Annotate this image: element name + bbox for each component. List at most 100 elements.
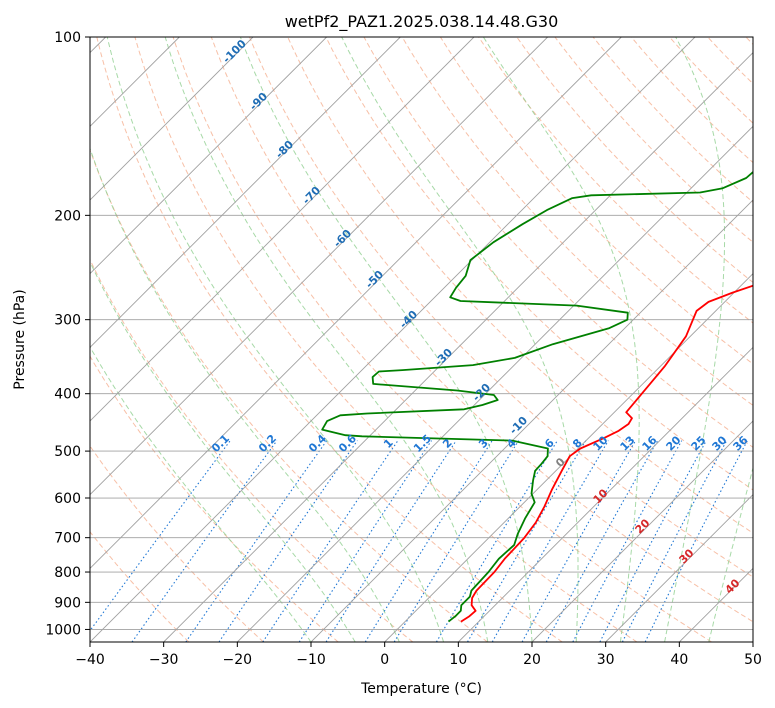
y-tick-label: 200: [54, 208, 81, 224]
isotherm-line: [90, 37, 401, 348]
dry-adiabat-line: [249, 37, 753, 578]
moist-adiabat-line: [708, 466, 753, 642]
mixing-ratio-line: [298, 440, 432, 642]
dry-adiabat-line: [478, 37, 753, 324]
dry-adiabat-label: -10: [507, 414, 530, 437]
mixing-ratio-line: [435, 440, 558, 642]
isotherm-line: [752, 641, 753, 642]
mixing-ratio-label: 16: [640, 433, 660, 453]
isotherm-line: [679, 567, 753, 642]
moist-adiabat-label: 10: [591, 486, 611, 506]
mixing-ratio-label: 3: [476, 436, 491, 451]
isotherm-line: [90, 37, 327, 275]
y-tick-label: 400: [54, 387, 81, 403]
dry-adiabat-label: -80: [273, 138, 296, 161]
moist-adiabat-line: [90, 260, 356, 642]
x-tick-label: 10: [449, 652, 467, 668]
mixing-ratio-label: 20: [664, 433, 684, 453]
mixing-ratio-label: 0.1: [209, 432, 232, 455]
y-tick-label: 800: [54, 565, 81, 581]
dry-adiabat-label: -40: [397, 308, 420, 331]
dry-adiabat-line: [287, 37, 753, 534]
isotherms: [90, 37, 753, 642]
mixing-ratio-line: [90, 440, 231, 632]
mixing-ratio-label: 1: [381, 436, 396, 451]
x-tick-label: 40: [670, 652, 688, 668]
dry-adiabat-line: [96, 37, 563, 642]
isotherm-line: [90, 37, 622, 569]
dry-adiabats: [90, 37, 753, 642]
dry-adiabat-line: [90, 445, 264, 642]
moist-adiabat-line: [664, 37, 726, 642]
x-tick-label: 30: [597, 652, 615, 668]
isotherm-line: [163, 52, 753, 642]
moist-adiabat-label: 30: [677, 546, 697, 566]
dry-adiabat-line: [134, 37, 638, 642]
profile-series: [321, 170, 753, 623]
mixing-ratio-line: [262, 440, 399, 642]
mixing-ratio-line: [325, 440, 457, 642]
x-tick-label: −20: [223, 652, 253, 668]
mixing-ratio-line: [185, 440, 328, 642]
y-tick-label: 700: [54, 531, 81, 547]
chart-title: wetPf2_PAZ1.2025.038.14.48.G30: [285, 12, 559, 32]
y-tick-label: 900: [54, 595, 81, 611]
dewpoint-profile: [321, 170, 753, 623]
dry-adiabat-line: [745, 37, 753, 46]
mixing-ratio-line: [572, 440, 683, 642]
x-tick-label: −30: [149, 652, 179, 668]
mixing-ratio-label: 0.2: [256, 432, 279, 455]
mixing-ratio-label: 8: [570, 436, 585, 451]
line-annotations: -100-90-80-70-60-50-40-30-20-10010203040…: [209, 37, 751, 597]
y-tick-label: 500: [54, 444, 81, 460]
y-tick-label: 300: [54, 313, 81, 329]
dry-adiabat-line: [554, 37, 753, 243]
isotherm-line: [90, 37, 548, 496]
x-tick-label: −40: [75, 652, 105, 668]
isotherm-line: [531, 420, 753, 642]
dry-adiabat-label: -30: [432, 346, 455, 369]
mixing-ratio-line: [644, 440, 748, 642]
x-tick-label: 50: [744, 652, 762, 668]
dry-adiabat-label: -70: [300, 184, 323, 207]
dry-adiabat-label: -100: [220, 37, 249, 66]
moist-adiabat-line: [164, 37, 489, 642]
dry-adiabat-line: [172, 37, 712, 642]
moist-adiabat-line: [90, 147, 400, 642]
dry-adiabat-line: [90, 148, 488, 642]
dry-adiabat-line: [90, 258, 414, 642]
x-axis-label: Temperature (°C): [360, 681, 482, 697]
y-tick-label: 600: [54, 491, 81, 507]
mixing-ratio-label: 25: [689, 434, 709, 454]
isotherm-line: [90, 37, 254, 201]
axis-ticks: −40 −30 −20 −10 0 10 20 30 40 50 100 200 300 400 500 60…: [45, 30, 762, 668]
mixing-ratio-line: [545, 440, 659, 642]
dry-adiabat-line: [210, 37, 753, 623]
moist-adiabat-line: [482, 37, 640, 642]
mixing-ratio-line: [393, 440, 520, 642]
y-tick-label: 1000: [45, 622, 81, 638]
moist-adiabats: [90, 37, 753, 642]
mixing-ratio-label: 30: [710, 433, 730, 453]
dry-adiabat-line: [516, 37, 753, 284]
dry-adiabat-line: [90, 355, 339, 642]
mixing-ratio-line: [467, 440, 587, 642]
dry-adiabat-label: -60: [331, 227, 354, 250]
moist-adiabat-line: [341, 37, 579, 642]
y-tick-label: 100: [54, 30, 81, 46]
dry-adiabat-label: -90: [247, 90, 270, 113]
dry-adiabat-line: [325, 37, 753, 491]
isotherm-line: [310, 199, 753, 642]
moist-adiabat-label: 20: [633, 516, 653, 536]
isotherm-line: [237, 125, 753, 642]
mixing-ratio-label: 36: [731, 433, 751, 453]
isotherm-line: [90, 37, 696, 642]
mixing-ratio-line: [491, 440, 609, 642]
mixing-ratio-line: [599, 440, 707, 642]
dry-adiabat-line: [90, 531, 190, 642]
moist-adiabat-line: [90, 345, 312, 642]
mixing-ratio-label: 13: [618, 434, 638, 454]
mixing-ratio-line: [131, 440, 278, 642]
y-axis-label: Pressure (hPa): [12, 289, 28, 389]
